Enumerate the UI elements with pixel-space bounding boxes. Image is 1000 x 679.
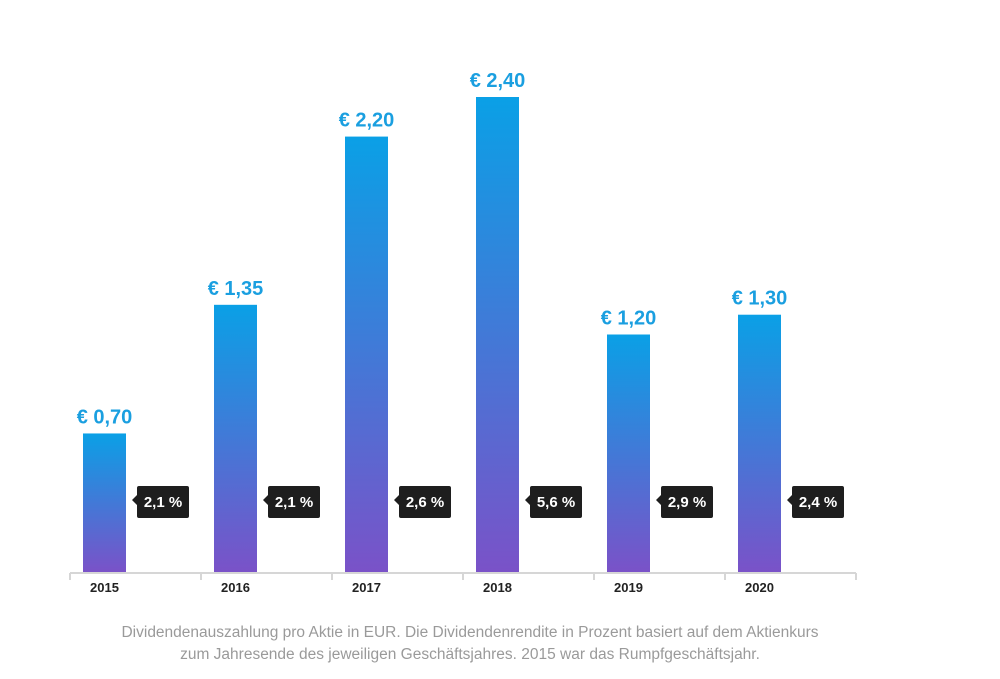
bar-2019 <box>607 334 650 572</box>
dividend-bar-chart: € 0,70 2015 2,1 % € 1,35 2016 2,1 % € 2,20 2017… <box>69 70 857 595</box>
bar-2020 <box>738 314 781 572</box>
yield-badge-2017 <box>394 486 451 518</box>
yield-label-2015: 2,1 % <box>144 494 182 511</box>
value-label-2016: € 1,35 <box>208 278 264 300</box>
chart-caption: Dividendenauszahlung pro Aktie in EUR. D… <box>40 622 900 666</box>
value-label-2020: € 1,30 <box>732 288 788 310</box>
value-label-2015: € 0,70 <box>77 406 133 428</box>
value-label-2017: € 2,20 <box>339 110 395 132</box>
value-label-2018: € 2,40 <box>470 70 526 92</box>
x-tick-label-2015: 2015 <box>90 580 119 595</box>
yield-badge-2020 <box>787 486 844 518</box>
bar-2018 <box>476 97 519 572</box>
yield-badge-2016 <box>263 486 320 518</box>
bar-2017 <box>345 136 388 573</box>
yield-badge-2015 <box>132 486 189 518</box>
yield-label-2016: 2,1 % <box>275 494 313 511</box>
yield-label-2017: 2,6 % <box>406 494 444 511</box>
x-tick-label-2018: 2018 <box>483 580 512 595</box>
value-label-2019: € 1,20 <box>601 308 657 330</box>
x-tick-label-2019: 2019 <box>614 580 643 595</box>
bar-2016 <box>214 304 257 572</box>
caption-line-1: Dividendenauszahlung pro Aktie in EUR. D… <box>121 624 819 641</box>
yield-label-2019: 2,9 % <box>668 494 706 511</box>
x-tick-label-2020: 2020 <box>745 580 774 595</box>
yield-label-2020: 2,4 % <box>799 494 837 511</box>
yield-badge-2019 <box>656 486 713 518</box>
yield-badge-2018 <box>525 486 582 518</box>
yield-label-2018: 5,6 % <box>537 494 575 511</box>
caption-line-2: zum Jahresende des jeweiligen Geschäftsj… <box>180 646 760 663</box>
bar-2015 <box>83 433 126 572</box>
x-tick-label-2017: 2017 <box>352 580 381 595</box>
x-tick-label-2016: 2016 <box>221 580 250 595</box>
